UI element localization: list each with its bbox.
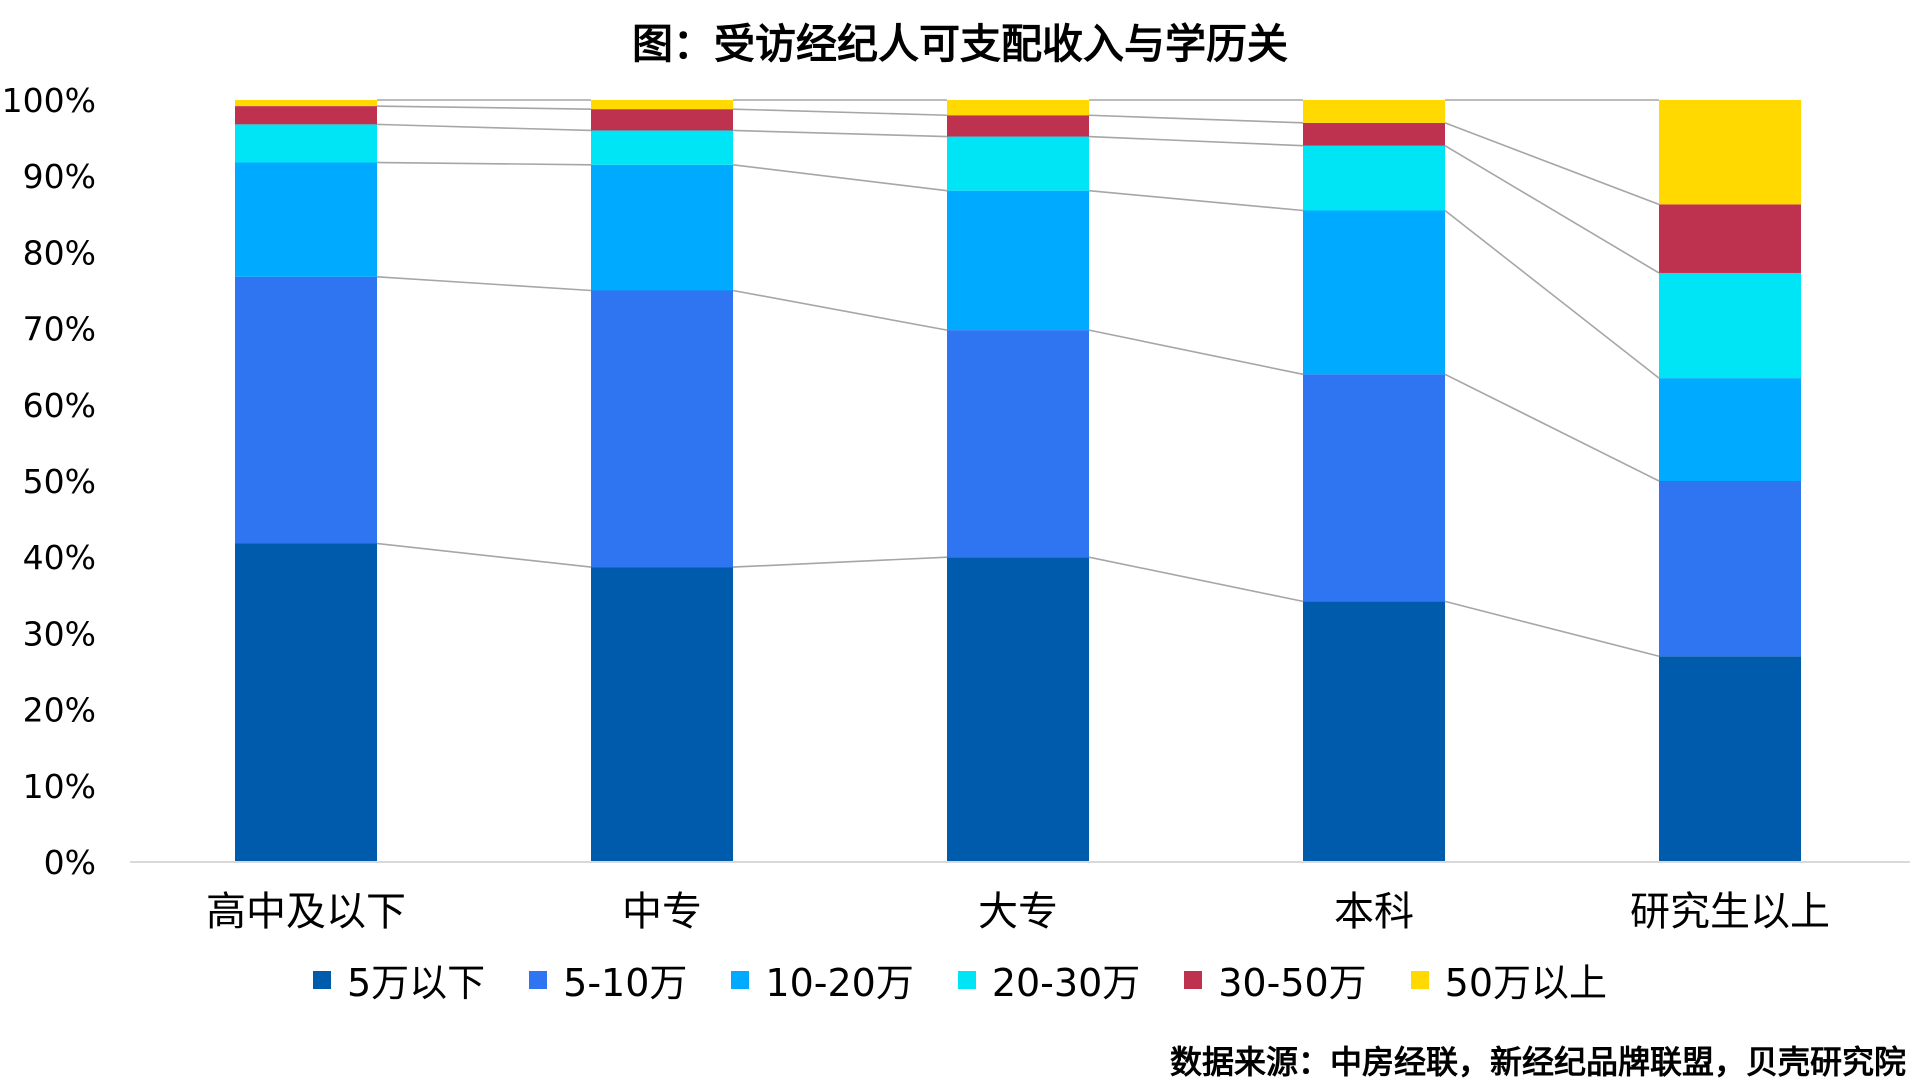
bar-segment: [1659, 100, 1801, 205]
bar-segment: [591, 567, 733, 862]
bar-segment: [947, 330, 1089, 558]
series-line: [1088, 114, 1304, 124]
x-category-label: 高中及以下: [206, 889, 406, 935]
series-lines-layer: [376, 99, 1660, 658]
legend-item: 50万以上: [1410, 952, 1608, 1007]
bar-segment: [1659, 204, 1801, 273]
bar-segment: [235, 124, 377, 163]
legend-item: 5万以下: [312, 952, 486, 1007]
bar-segment: [1659, 656, 1801, 862]
y-tick-label: 0%: [44, 843, 96, 882]
legend-item: 10-20万: [731, 952, 914, 1007]
bar-segment: [1303, 374, 1445, 602]
y-tick-label: 30%: [23, 614, 96, 653]
bar-segment: [1303, 145, 1445, 211]
bar-segment: [947, 100, 1089, 116]
legend-item: 30-50万: [1184, 952, 1367, 1007]
series-line: [732, 289, 948, 331]
y-tick-label: 70%: [23, 310, 96, 349]
bar-segment: [235, 106, 377, 125]
source-note: 数据来源：中房经联，新经纪品牌联盟，贝壳研究院: [1169, 1043, 1906, 1081]
bar-segment: [591, 100, 733, 110]
series-line: [1444, 373, 1660, 482]
axis-layer: 0% 10% 20% 30% 40% 50% 60% 70% 80% 90% 100% 高中及以下 中专…: [2, 81, 1910, 935]
series-line: [376, 123, 592, 132]
series-line: [1444, 145, 1660, 274]
bar-segment: [1303, 122, 1445, 146]
legend-swatch: [1410, 970, 1429, 989]
series-line: [376, 275, 592, 292]
series-line: [1088, 556, 1304, 603]
bar-segment: [235, 543, 377, 862]
legend-label: 30-50万: [1218, 961, 1367, 1005]
bar-segment: [1303, 100, 1445, 123]
series-line: [732, 129, 948, 138]
chart-title: 图：受访经纪人可支配收入与学历关: [632, 20, 1288, 68]
series-line: [376, 161, 592, 166]
x-category-label: 本科: [1334, 889, 1414, 935]
legend-label: 10-20万: [765, 961, 914, 1005]
y-tick-label: 10%: [23, 767, 96, 806]
y-tick-label: 100%: [2, 81, 96, 120]
bar-segment: [591, 109, 733, 131]
series-line: [1088, 189, 1304, 212]
y-tick-label: 90%: [23, 157, 96, 196]
bar-segment: [947, 190, 1089, 331]
series-line: [732, 163, 948, 192]
legend: 5万以下 5-10万 10-20万 20-30万 30-50万 50万以上: [0, 952, 1920, 1007]
series-line: [1444, 122, 1660, 206]
y-tick-label: 80%: [23, 233, 96, 272]
legend-label: 5-10万: [563, 961, 688, 1005]
series-line: [1088, 329, 1304, 376]
bar-segment: [947, 557, 1089, 862]
bar-segment: [591, 164, 733, 291]
x-category-label: 大专: [978, 889, 1058, 935]
bar-segment: [1303, 210, 1445, 375]
x-category-label: 研究生以上: [1630, 889, 1830, 935]
bar-segment: [1303, 601, 1445, 862]
legend-label: 50万以上: [1444, 961, 1608, 1005]
series-line: [1088, 135, 1304, 147]
x-category-label: 中专: [622, 889, 702, 935]
bar-segment: [235, 100, 377, 107]
legend-swatch: [1184, 970, 1203, 989]
series-line: [732, 108, 948, 117]
series-line: [376, 105, 592, 110]
legend-label: 20-30万: [991, 961, 1141, 1005]
bar-segment: [235, 276, 377, 544]
bars-layer: [235, 100, 1801, 862]
y-tick-label: 20%: [23, 691, 96, 730]
y-tick-label: 50%: [23, 462, 96, 501]
bar-segment: [591, 290, 733, 568]
legend-item: 5-10万: [529, 952, 687, 1007]
legend-swatch: [312, 970, 331, 989]
bar-segment: [591, 130, 733, 165]
bar-segment: [1659, 378, 1801, 481]
legend-swatch: [529, 970, 548, 989]
y-tick-label: 60%: [23, 386, 96, 425]
legend-item: 20-30万: [957, 952, 1141, 1007]
legend-swatch: [957, 970, 976, 989]
y-tick-label: 40%: [23, 538, 96, 577]
series-line: [1444, 209, 1660, 379]
legend-swatch: [731, 970, 750, 989]
bar-segment: [947, 115, 1089, 137]
legend-label: 5万以下: [346, 961, 486, 1005]
bar-segment: [1659, 481, 1801, 657]
bar-segment: [1659, 272, 1801, 379]
series-line: [1444, 600, 1660, 658]
series-line: [376, 542, 592, 568]
bar-segment: [235, 162, 377, 277]
bar-segment: [947, 136, 1089, 191]
series-line: [732, 556, 948, 568]
